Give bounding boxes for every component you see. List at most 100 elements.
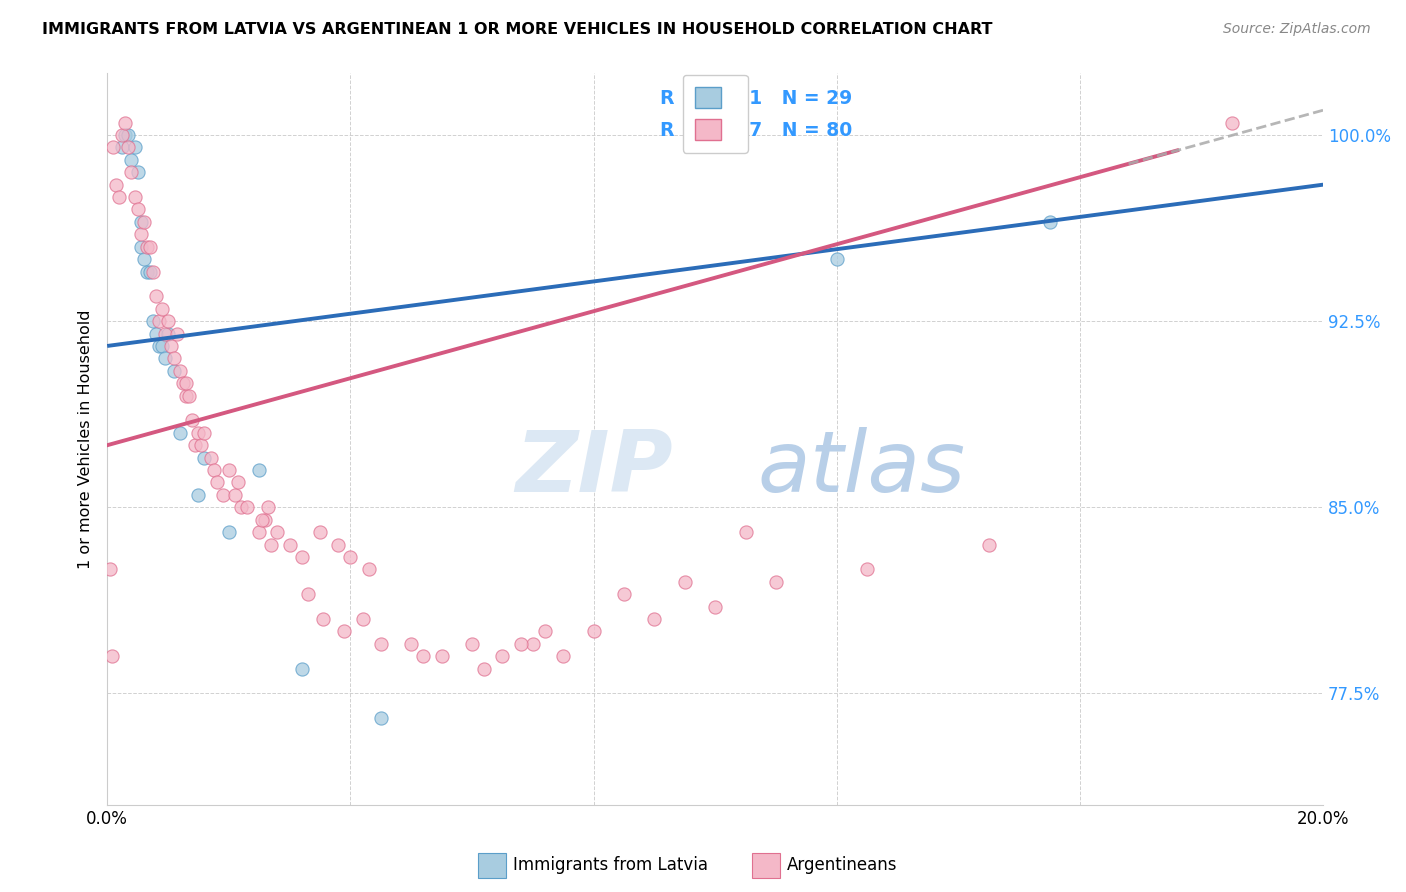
Point bbox=[278, 537, 301, 551]
Point bbox=[187, 425, 209, 440]
Point bbox=[765, 574, 787, 589]
Y-axis label: 1 or more Vehicles in Household: 1 or more Vehicles in Household bbox=[79, 310, 93, 569]
Point bbox=[509, 637, 531, 651]
Point bbox=[200, 450, 222, 465]
Point bbox=[257, 500, 280, 515]
Text: R = 0.201   N = 29: R = 0.201 N = 29 bbox=[661, 89, 852, 108]
Point bbox=[156, 326, 179, 341]
Point bbox=[266, 525, 288, 540]
Point bbox=[108, 190, 131, 204]
Text: ZIP: ZIP bbox=[515, 426, 672, 510]
Point bbox=[129, 215, 152, 229]
Point bbox=[613, 587, 636, 601]
Point bbox=[250, 513, 273, 527]
Point bbox=[174, 388, 197, 402]
Point bbox=[187, 488, 209, 502]
Point bbox=[226, 475, 249, 490]
Point bbox=[205, 475, 228, 490]
Point bbox=[202, 463, 225, 477]
Point bbox=[224, 488, 246, 502]
Text: atlas: atlas bbox=[758, 426, 966, 510]
Point bbox=[169, 425, 191, 440]
Point bbox=[124, 190, 146, 204]
Point bbox=[357, 562, 380, 576]
Point bbox=[673, 574, 696, 589]
Point bbox=[174, 376, 197, 391]
Point bbox=[150, 339, 173, 353]
Point bbox=[114, 115, 136, 129]
Point bbox=[704, 599, 727, 614]
Point bbox=[211, 488, 233, 502]
Point bbox=[135, 264, 157, 278]
Point bbox=[142, 264, 165, 278]
Point bbox=[172, 376, 194, 391]
Point bbox=[103, 140, 125, 154]
Point bbox=[148, 314, 170, 328]
Point bbox=[472, 662, 495, 676]
Point bbox=[370, 637, 392, 651]
Point bbox=[153, 351, 176, 366]
Point bbox=[1038, 215, 1060, 229]
Point bbox=[247, 463, 270, 477]
Point bbox=[129, 227, 152, 242]
Point bbox=[370, 711, 392, 725]
Point bbox=[150, 301, 173, 316]
Point bbox=[145, 289, 167, 303]
Point bbox=[132, 252, 155, 266]
Point bbox=[553, 649, 575, 664]
Point bbox=[169, 364, 191, 378]
Point bbox=[734, 525, 756, 540]
Point bbox=[229, 500, 252, 515]
Point bbox=[430, 649, 453, 664]
Text: Argentineans: Argentineans bbox=[787, 856, 898, 874]
Point bbox=[184, 438, 207, 452]
Point bbox=[132, 215, 155, 229]
Point bbox=[491, 649, 513, 664]
Text: Immigrants from Latvia: Immigrants from Latvia bbox=[513, 856, 709, 874]
Point bbox=[312, 612, 335, 626]
Point bbox=[129, 240, 152, 254]
Point bbox=[412, 649, 434, 664]
Point bbox=[181, 413, 204, 427]
Point bbox=[643, 612, 665, 626]
Point bbox=[534, 624, 557, 639]
Point bbox=[153, 326, 176, 341]
Point bbox=[166, 326, 188, 341]
Point bbox=[127, 165, 149, 179]
Point bbox=[121, 165, 143, 179]
Point bbox=[127, 202, 149, 217]
Point bbox=[236, 500, 259, 515]
Point bbox=[179, 388, 201, 402]
Point bbox=[160, 339, 183, 353]
Point bbox=[121, 153, 143, 167]
Point bbox=[138, 264, 160, 278]
Point bbox=[260, 537, 283, 551]
Point bbox=[309, 525, 332, 540]
Point bbox=[582, 624, 605, 639]
Point bbox=[124, 140, 146, 154]
Point bbox=[138, 240, 160, 254]
Point bbox=[461, 637, 484, 651]
Point bbox=[352, 612, 374, 626]
Point bbox=[297, 587, 319, 601]
Point bbox=[399, 637, 422, 651]
Point bbox=[193, 450, 215, 465]
Point bbox=[148, 339, 170, 353]
Point bbox=[254, 513, 277, 527]
Point bbox=[142, 314, 165, 328]
Point bbox=[135, 240, 157, 254]
Point bbox=[117, 140, 139, 154]
Point bbox=[291, 549, 314, 564]
Text: R = 0.427   N = 80: R = 0.427 N = 80 bbox=[661, 121, 852, 140]
Point bbox=[117, 128, 139, 142]
Point bbox=[156, 314, 179, 328]
Point bbox=[190, 438, 212, 452]
Point bbox=[328, 537, 350, 551]
Point bbox=[339, 549, 361, 564]
Point bbox=[247, 525, 270, 540]
Point bbox=[1220, 115, 1243, 129]
Point bbox=[111, 140, 134, 154]
Point bbox=[98, 562, 121, 576]
Point bbox=[218, 463, 240, 477]
Point bbox=[333, 624, 356, 639]
